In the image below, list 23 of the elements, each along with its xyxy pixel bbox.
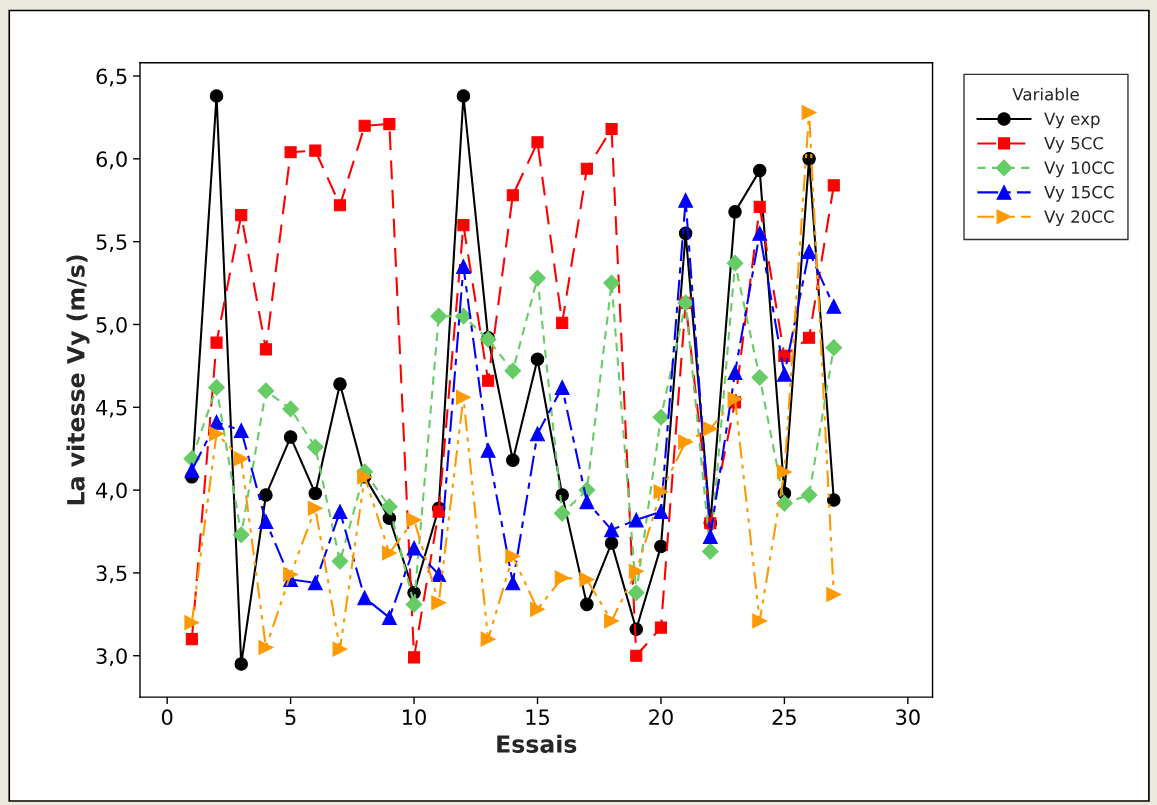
x-tick-label: 5 bbox=[285, 709, 296, 726]
y-tick-label: 3,0 bbox=[96, 648, 127, 667]
y-tick-label: 4,0 bbox=[96, 482, 127, 501]
y-tick-label: 5,5 bbox=[96, 234, 127, 252]
legend-title: Variable bbox=[1012, 87, 1079, 101]
y-tick-label: 5,0 bbox=[96, 316, 127, 335]
y-tick-label: 3,5 bbox=[96, 565, 127, 584]
legend-label: Vy exp bbox=[1044, 112, 1100, 129]
y-tick-label: 6,0 bbox=[96, 151, 127, 170]
legend-label: Vy 20CC bbox=[1044, 210, 1114, 227]
x-tick-label: 30 bbox=[896, 709, 920, 726]
x-tick-label: 0 bbox=[161, 709, 173, 726]
legend-label: Vy 15CC bbox=[1044, 185, 1114, 202]
legend-label: Vy 5CC bbox=[1044, 136, 1104, 153]
legend-label: Vy 10CC bbox=[1044, 161, 1114, 178]
y-tick-label: 6,5 bbox=[96, 68, 127, 87]
x-axis-title: Essais bbox=[497, 734, 577, 753]
x-tick-label: 20 bbox=[649, 709, 673, 726]
y-tick-label: 4,5 bbox=[96, 400, 127, 418]
x-tick-label: 15 bbox=[526, 709, 549, 726]
y-axis-title: La vitesse Vy (m/s) bbox=[66, 255, 90, 505]
x-tick-label: 25 bbox=[772, 709, 796, 726]
x-tick-label: 10 bbox=[403, 709, 426, 726]
